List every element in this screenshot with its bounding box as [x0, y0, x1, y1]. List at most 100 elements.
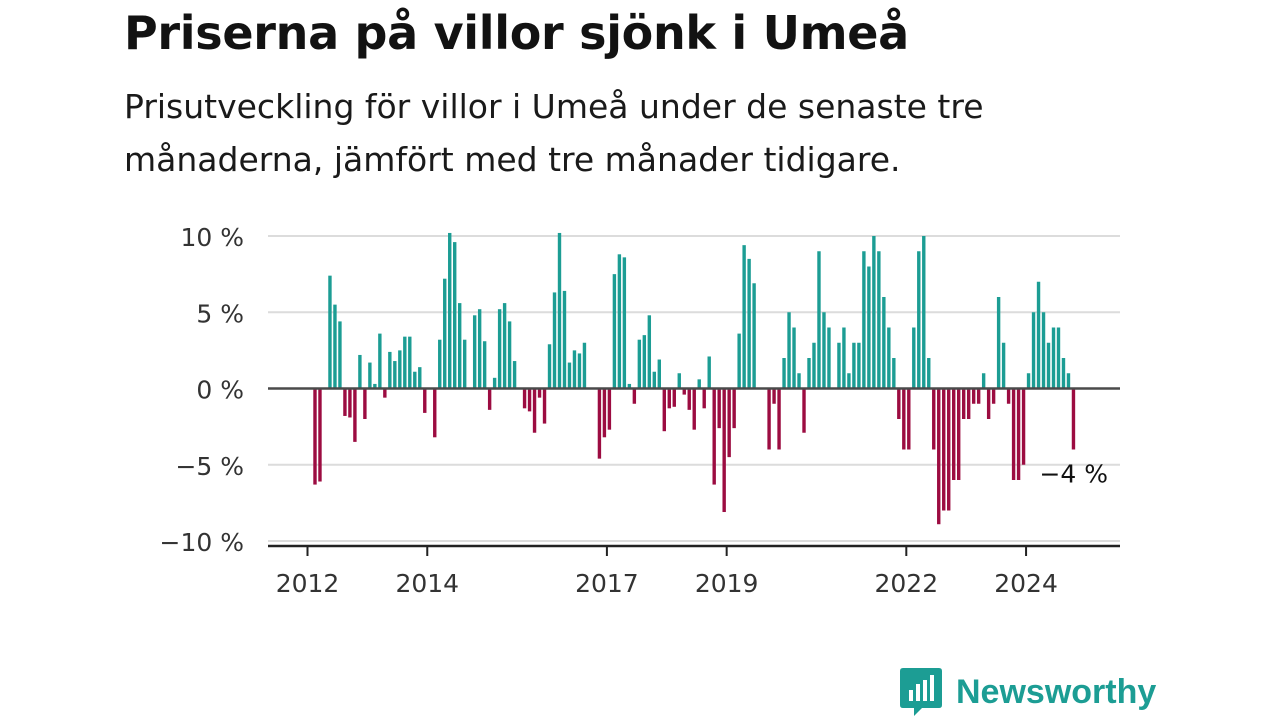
- bar: [652, 371, 657, 389]
- bar: [991, 388, 996, 404]
- bar: [667, 388, 671, 409]
- y-tick-label: −5 %: [175, 452, 244, 481]
- bar: [378, 333, 382, 389]
- bar: [617, 254, 622, 389]
- bar: [453, 242, 457, 389]
- bar: [697, 379, 701, 389]
- bar: [1056, 327, 1061, 389]
- bar: [981, 373, 986, 389]
- bar: [597, 388, 602, 459]
- bar: [682, 388, 686, 395]
- bar: [408, 336, 412, 389]
- bar: [1006, 388, 1011, 404]
- bar: [752, 283, 756, 389]
- bar: [383, 388, 387, 398]
- bar: [482, 341, 487, 389]
- bar: [782, 358, 786, 389]
- chart-title: Priserna på villor sjönk i Umeå: [124, 6, 909, 60]
- bar: [722, 388, 726, 513]
- bar: [986, 388, 991, 419]
- bar: [497, 309, 502, 389]
- bar-chart: 10 % 5 % 0 % −5 % −10 % 2012 2014 2017 2019 2022 2…: [160, 223, 1120, 598]
- bar: [827, 327, 831, 389]
- bar: [572, 350, 577, 389]
- bar: [857, 342, 861, 389]
- y-tick-label: 5 %: [196, 299, 244, 328]
- bar: [802, 388, 806, 433]
- bar: [942, 388, 946, 511]
- bar: [807, 358, 811, 389]
- newsworthy-logo-icon: [900, 668, 942, 716]
- bar: [343, 388, 347, 416]
- bar: [1041, 312, 1046, 389]
- x-tick-label: 2014: [395, 569, 459, 598]
- x-tick-label: 2019: [695, 569, 759, 598]
- bar: [1061, 358, 1066, 389]
- bar: [877, 251, 881, 389]
- bar: [612, 274, 617, 389]
- bar: [1026, 373, 1031, 389]
- bar: [472, 315, 477, 389]
- bar: [862, 251, 866, 389]
- bar: [917, 251, 921, 389]
- bar: [542, 388, 547, 424]
- bar: [477, 309, 482, 389]
- bar: [677, 373, 681, 389]
- bar: [996, 297, 1001, 389]
- bar: [607, 388, 612, 430]
- bar: [957, 388, 961, 480]
- bar: [902, 388, 906, 450]
- bar: [907, 388, 911, 450]
- bar: [373, 383, 377, 389]
- bar: [1031, 312, 1036, 389]
- bar: [537, 388, 542, 398]
- bar: [897, 388, 901, 419]
- bar: [842, 327, 846, 389]
- bar: [418, 367, 422, 389]
- bar: [333, 304, 337, 389]
- bar: [872, 236, 876, 389]
- bar: [458, 303, 462, 389]
- bar: [547, 344, 552, 389]
- bar: [812, 342, 816, 389]
- bar: [887, 327, 891, 389]
- bar: [971, 388, 976, 404]
- bar: [947, 388, 951, 511]
- bar: [353, 388, 357, 442]
- bar: [837, 342, 841, 389]
- bar: [852, 342, 856, 389]
- chart-subtitle: Prisutveckling för villor i Umeå under d…: [124, 87, 984, 179]
- bar: [922, 236, 926, 389]
- last-value-label: −4 %: [1039, 460, 1108, 489]
- bar: [318, 388, 322, 482]
- bar: [847, 373, 851, 389]
- bar: [1011, 388, 1016, 480]
- bar: [388, 351, 392, 389]
- bar: [567, 362, 572, 389]
- bar: [502, 303, 507, 389]
- bar: [522, 388, 527, 409]
- bar: [637, 339, 642, 389]
- bar: [692, 388, 696, 430]
- bar: [328, 275, 332, 389]
- bar: [602, 388, 607, 438]
- bar: [443, 278, 447, 389]
- bar: [1036, 281, 1041, 389]
- bar: [582, 342, 587, 389]
- bar: [732, 388, 736, 429]
- bar: [438, 339, 442, 389]
- bar: [976, 388, 981, 404]
- newsworthy-brand: Newsworthy: [900, 668, 1156, 716]
- bar: [777, 388, 781, 450]
- bar: [961, 388, 966, 419]
- bar: [527, 388, 532, 412]
- bar: [413, 371, 417, 389]
- bar: [672, 388, 676, 407]
- bar: [462, 339, 467, 389]
- bar: [892, 358, 896, 389]
- bar: [368, 362, 372, 389]
- bar: [627, 383, 632, 389]
- bar: [313, 388, 317, 485]
- bar: [717, 388, 721, 429]
- bar: [657, 359, 661, 389]
